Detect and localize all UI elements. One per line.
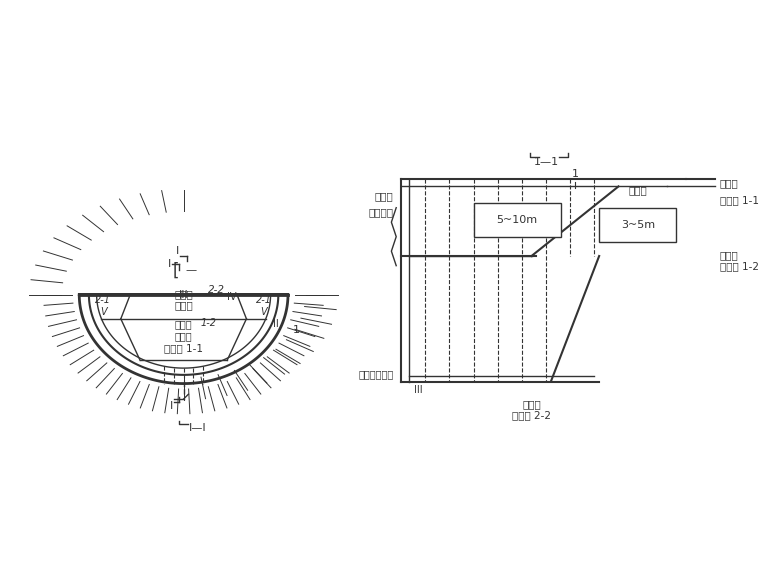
Text: I—I: I—I xyxy=(189,423,207,433)
Text: III: III xyxy=(179,290,188,300)
Text: II: II xyxy=(274,319,279,329)
Text: 2-2: 2-2 xyxy=(207,285,225,295)
Text: 上台阶
核心土 1-2: 上台阶 核心土 1-2 xyxy=(720,250,759,272)
Text: 里程面: 里程面 xyxy=(720,178,739,189)
Text: III: III xyxy=(414,385,423,394)
Text: 伸掌初期支护: 伸掌初期支护 xyxy=(358,369,394,379)
Text: 上台阶 1-1: 上台阶 1-1 xyxy=(164,343,203,353)
Text: 1: 1 xyxy=(572,169,578,179)
Text: 2-1
V: 2-1 V xyxy=(96,295,112,317)
Text: I: I xyxy=(169,401,173,411)
FancyBboxPatch shape xyxy=(599,207,676,242)
Text: 钢拱架: 钢拱架 xyxy=(375,191,394,201)
Text: 1—1: 1—1 xyxy=(534,157,559,167)
Text: [: [ xyxy=(173,262,179,279)
FancyBboxPatch shape xyxy=(473,203,561,237)
Text: I: I xyxy=(176,246,179,256)
Text: 上台阶 1-1: 上台阶 1-1 xyxy=(720,195,759,205)
Text: 3~5m: 3~5m xyxy=(621,219,655,230)
Text: 5~10m: 5~10m xyxy=(496,215,537,225)
Text: 下台阶
核心土 2-2: 下台阶 核心土 2-2 xyxy=(512,399,551,421)
Text: 1-2: 1-2 xyxy=(201,317,217,328)
Text: 下台阶
核心土: 下台阶 核心土 xyxy=(174,288,193,310)
Text: 1: 1 xyxy=(293,325,299,335)
Text: I: I xyxy=(167,259,171,268)
Text: 初期支护: 初期支护 xyxy=(369,207,394,218)
Text: —: — xyxy=(185,266,197,275)
Text: 上台阶: 上台阶 xyxy=(629,185,647,196)
Text: IV: IV xyxy=(227,292,236,302)
Text: 上台阶
核心土: 上台阶 核心土 xyxy=(175,320,192,341)
Text: 2-1
V: 2-1 V xyxy=(256,295,272,317)
